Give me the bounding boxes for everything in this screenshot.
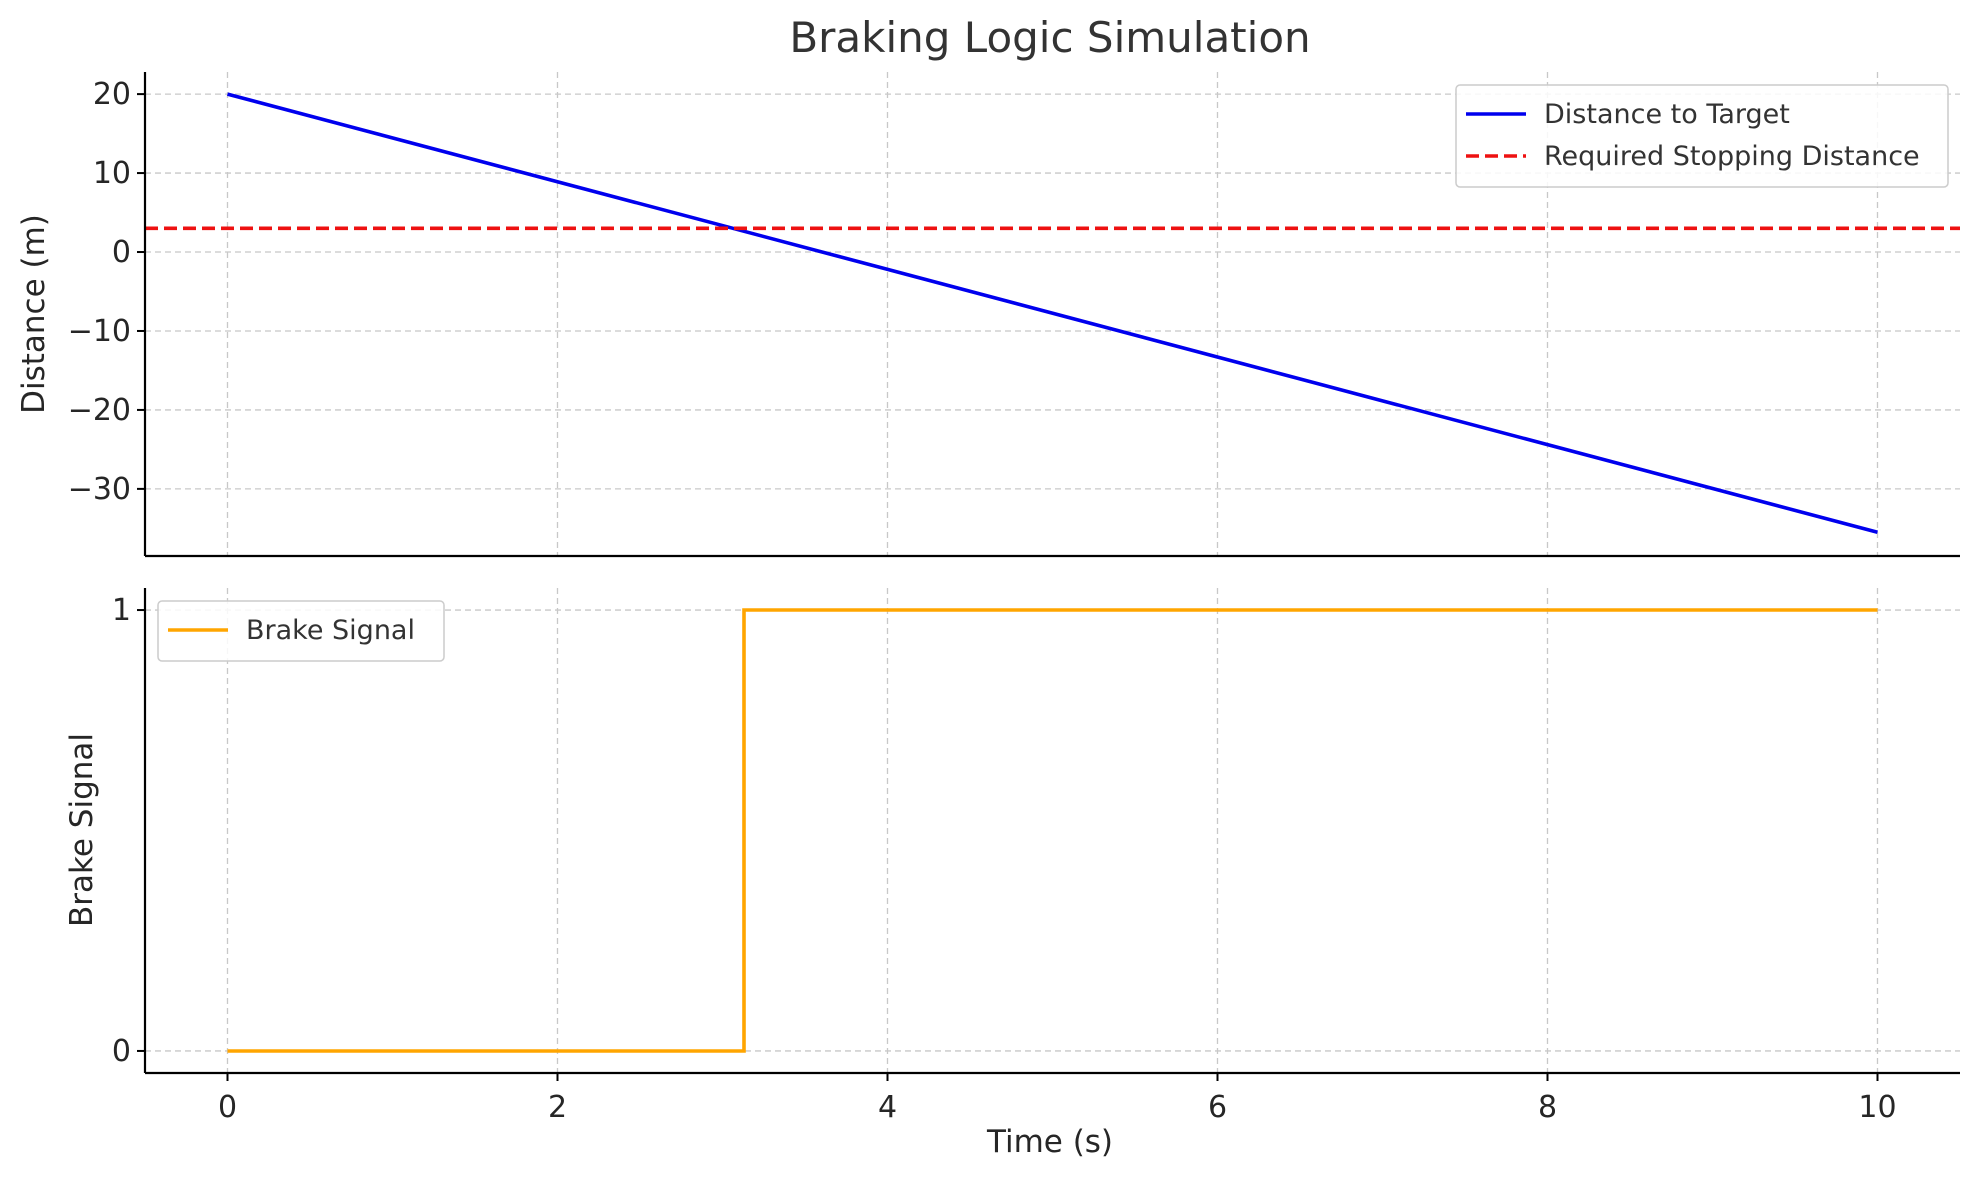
y-tick-label: −30: [68, 472, 131, 507]
y-tick-label: 10: [93, 156, 131, 191]
x-tick-label: 0: [218, 1090, 237, 1125]
series-distance-to-target: [227, 92, 1878, 535]
y-tick-label: −10: [68, 314, 131, 349]
chart-title: Braking Logic Simulation: [789, 13, 1310, 62]
y-tick-label: 1: [112, 593, 131, 628]
x-tick-label: 4: [878, 1090, 897, 1125]
bottom-y-axis-label: Brake Signal: [64, 733, 100, 927]
legend: [157, 600, 445, 662]
legend-label: Brake Signal: [246, 615, 415, 646]
x-tick-label: 8: [1538, 1090, 1557, 1125]
y-tick-label: 0: [112, 1034, 131, 1069]
y-tick-label: −20: [68, 393, 131, 428]
top-panel: 20 10 0 −10 −20 −30 Distance (m) Distance to …: [16, 72, 1960, 558]
x-tick-label: 10: [1858, 1090, 1896, 1125]
series-brake-signal: [227, 608, 1878, 1053]
legend-label: Distance to Target: [1544, 99, 1790, 130]
x-tick-label: 6: [1208, 1090, 1227, 1125]
legend-label: Required Stopping Distance: [1544, 141, 1920, 172]
x-axis-label: Time (s): [986, 1124, 1113, 1160]
y-tick-label: 20: [93, 77, 131, 112]
y-tick-label: 0: [112, 235, 131, 270]
legend: [1455, 84, 1949, 188]
x-tick-label: 2: [548, 1090, 567, 1125]
top-y-axis-label: Distance (m): [16, 214, 52, 414]
